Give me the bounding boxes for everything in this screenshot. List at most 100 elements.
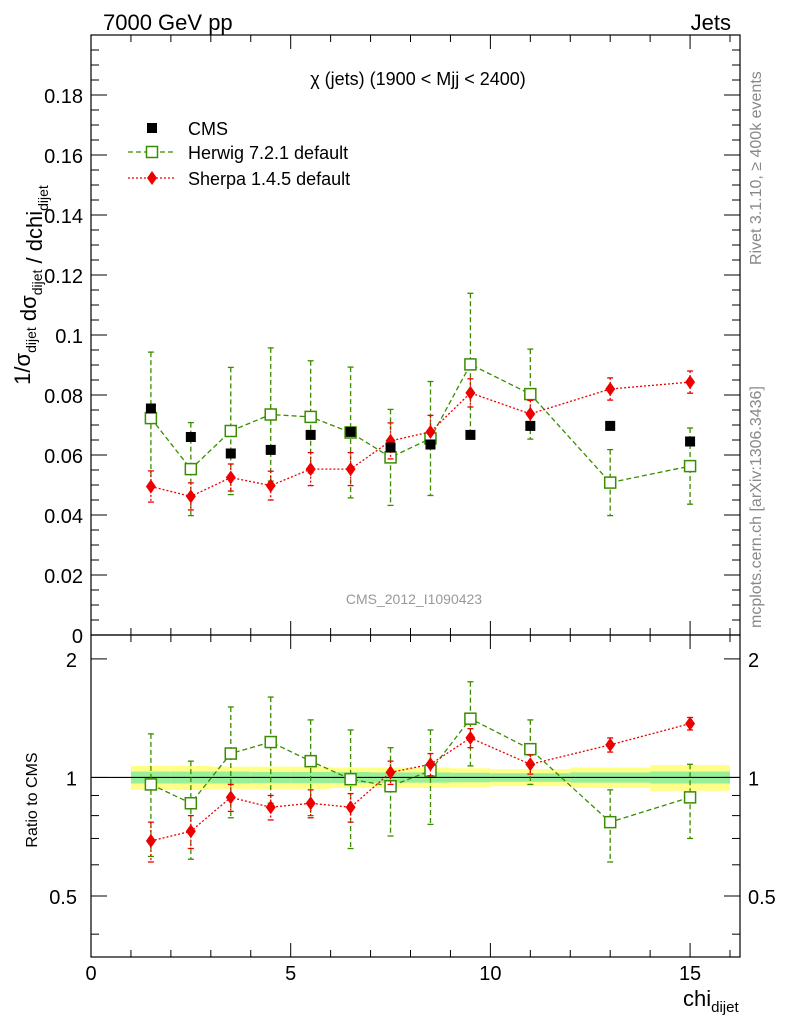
data-point-marker	[264, 408, 277, 421]
data-point-marker	[465, 429, 476, 440]
data-point-marker	[603, 815, 617, 829]
data-point-marker	[264, 735, 277, 749]
y-tick-label: 0.1	[55, 326, 83, 348]
data-point-marker	[685, 716, 696, 731]
data-point-marker	[385, 765, 396, 780]
main-series-herwig	[144, 292, 697, 517]
data-point-marker	[145, 403, 156, 414]
ratio-panel: 0.5 0.51 12 20 5 10 15 Ratio to CMS chidijet	[24, 35, 776, 1016]
main-panel: 0 0.02 0.04 0.06 0.08 0.1 0.12 0.14 0.16 0.18 χ (…	[10, 34, 741, 957]
header-energy-label: 7000 GeV pp	[103, 10, 233, 35]
main-axis-ticks: 0 0.02 0.04 0.06 0.08 0.1 0.12 0.14 0.16 0.18	[44, 35, 740, 957]
y-tick-label: 0.14	[44, 206, 83, 228]
data-point-marker	[144, 411, 158, 425]
y-tick-label: 0.12	[44, 266, 83, 288]
main-plot-content	[144, 292, 697, 517]
data-point-marker	[305, 462, 316, 477]
data-point-marker	[464, 712, 477, 725]
main-title: χ (jets) (1900 < Mjj < 2400)	[310, 69, 526, 89]
data-point-marker	[464, 358, 477, 371]
y-tick-label: 0	[72, 626, 83, 648]
data-point-marker	[345, 426, 356, 437]
data-point-marker	[605, 420, 616, 431]
data-point-marker	[265, 800, 276, 815]
legend-label: Herwig 7.2.1 default	[188, 143, 348, 163]
ratio-y-tick-label-right: 1	[748, 768, 759, 790]
data-point-marker	[385, 442, 396, 453]
y-tick-label: 0.16	[44, 146, 83, 168]
y-tick-label: 0.02	[44, 566, 83, 588]
data-point-marker	[605, 382, 616, 396]
data-point-marker	[225, 448, 236, 459]
data-point-marker	[683, 791, 697, 804]
y-tick-label: 0.18	[44, 86, 83, 108]
data-point-marker	[304, 410, 317, 424]
legend-label: Sherpa 1.4.5 default	[188, 169, 350, 189]
data-point-marker	[425, 439, 436, 450]
data-point-marker	[145, 833, 156, 848]
data-point-marker	[685, 436, 696, 447]
data-point-marker	[345, 800, 356, 815]
data-point-marker	[144, 778, 158, 791]
data-point-marker	[524, 387, 537, 401]
data-point-marker	[145, 145, 159, 159]
ratio-series-sherpa	[145, 716, 696, 863]
data-point-marker	[425, 424, 436, 439]
main-series-sherpa	[145, 370, 696, 511]
ratio-frame	[90, 634, 741, 958]
data-point-marker	[184, 462, 198, 476]
data-point-marker	[525, 420, 536, 431]
data-point-marker	[147, 123, 157, 133]
series-line	[150, 722, 691, 842]
data-point-marker	[225, 790, 236, 805]
series-line	[150, 381, 691, 498]
y-tick-label: 0.08	[44, 386, 83, 408]
legend-label: CMS	[188, 119, 228, 139]
x-tick-label: 15	[679, 963, 701, 985]
data-point-marker	[524, 742, 537, 756]
ratio-y-tick-label: 1	[66, 768, 77, 790]
ratio-axis-ticks: 0.5 0.51 12 20 5 10 15	[49, 35, 776, 985]
x-tick-label: 10	[479, 963, 501, 985]
ratio-y-tick-label: 0.5	[49, 887, 77, 909]
ratio-y-tick-label: 2	[66, 650, 77, 672]
data-point-marker	[147, 171, 157, 185]
data-point-marker	[224, 424, 238, 438]
data-point-marker	[683, 459, 697, 473]
data-point-marker	[185, 432, 196, 442]
data-point-marker	[265, 478, 276, 493]
data-point-marker	[305, 429, 316, 440]
data-point-marker	[265, 444, 276, 455]
data-point-marker	[603, 476, 617, 489]
data-point-marker	[224, 747, 238, 760]
data-point-marker	[185, 824, 196, 839]
data-point-marker	[384, 779, 397, 793]
data-point-marker	[145, 479, 156, 494]
series-line	[150, 717, 691, 823]
rivet-version-label: Rivet 3.1.10, ≥ 400k events	[748, 71, 765, 265]
data-point-marker	[425, 757, 436, 772]
y-tick-label: 0.06	[44, 446, 83, 468]
data-point-marker	[304, 754, 317, 768]
data-point-marker	[465, 385, 476, 400]
ratio-y-tick-label-right: 2	[748, 650, 759, 672]
main-y-axis-label: 1/σdijet dσdijet / dchidijet	[10, 185, 51, 385]
data-point-marker	[344, 772, 357, 786]
ratio-plot-content	[91, 681, 740, 863]
header-process-label: Jets	[691, 10, 731, 35]
data-point-marker	[685, 375, 696, 390]
data-point-marker	[184, 796, 198, 810]
ratio-y-axis-label: Ratio to CMS	[24, 752, 41, 847]
x-tick-label: 5	[285, 963, 296, 985]
data-point-marker	[345, 462, 356, 477]
data-point-marker	[525, 406, 536, 421]
ratio-y-tick-label-right: 0.5	[748, 887, 776, 909]
data-point-marker	[605, 737, 616, 752]
legend: CMS Herwig 7.2.1 default Sherpa 1.4.5 defa…	[128, 119, 350, 189]
mcplots-reference-label: mcplots.cern.ch [arXiv:1306.3436]	[748, 386, 765, 628]
data-point-marker	[185, 489, 196, 504]
x-axis-label: chidijet	[683, 986, 739, 1016]
x-tick-label: 0	[85, 963, 96, 985]
series-line	[150, 363, 691, 484]
